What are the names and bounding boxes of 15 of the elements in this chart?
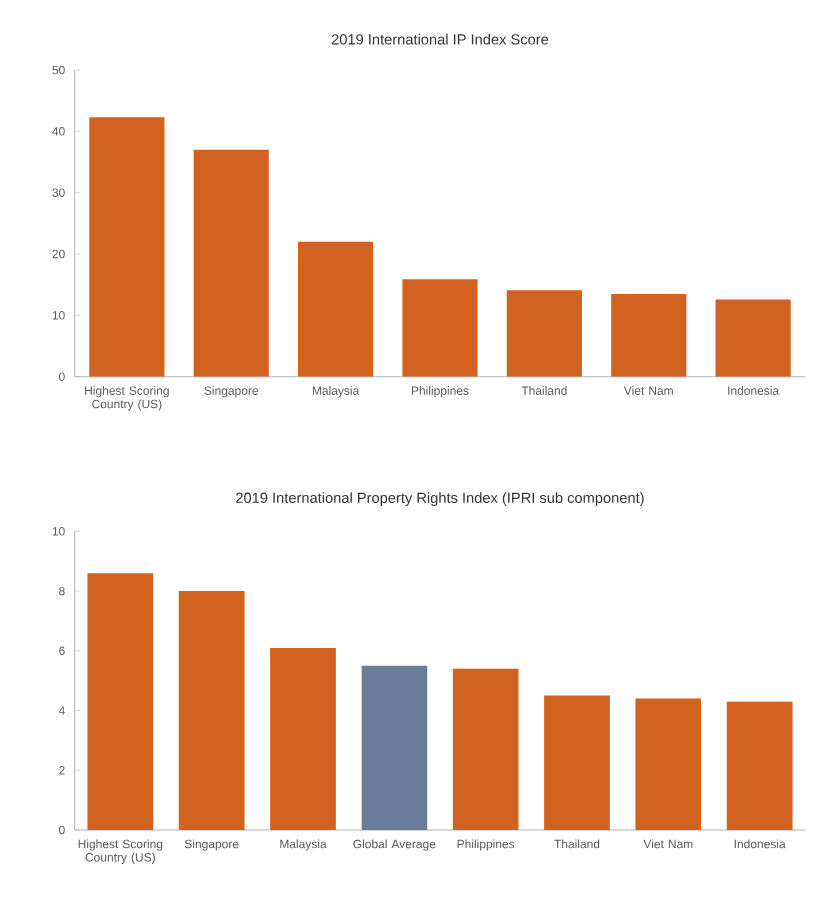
bar (178, 591, 245, 830)
bar (715, 299, 791, 377)
bar (506, 290, 582, 377)
bar (87, 573, 154, 830)
bar (193, 149, 269, 377)
bar (544, 695, 610, 830)
bar (726, 701, 793, 830)
bar (635, 698, 702, 830)
bar (611, 293, 687, 377)
bar (361, 665, 428, 830)
bar (270, 647, 336, 830)
bar (402, 279, 478, 377)
bar (298, 241, 374, 377)
bar (89, 117, 165, 377)
bar (452, 668, 519, 830)
